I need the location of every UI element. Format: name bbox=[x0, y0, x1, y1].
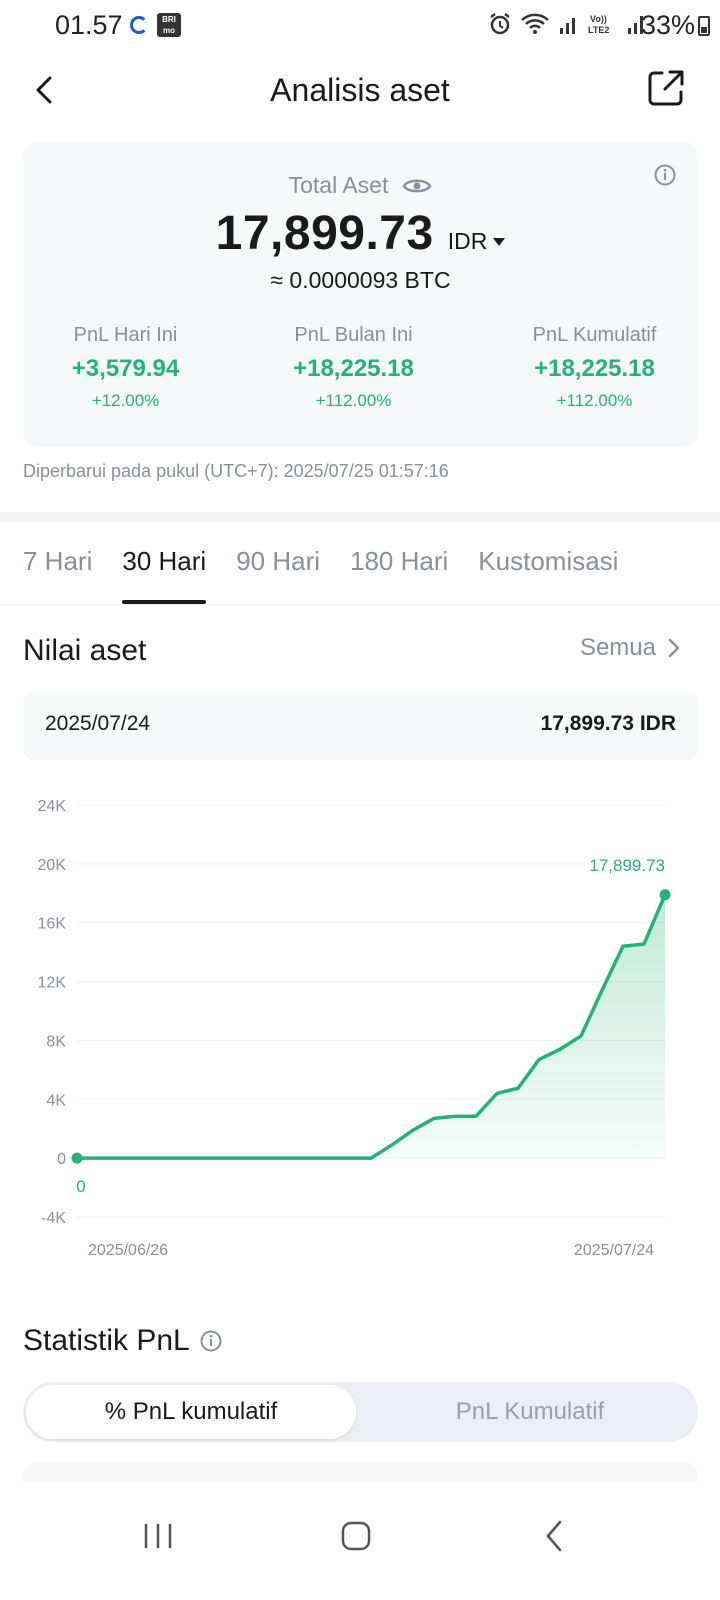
tab-30-days[interactable]: 30 Hari bbox=[122, 540, 206, 604]
chevron-left-icon bbox=[36, 76, 52, 104]
total-asset-label-row: Total Aset bbox=[23, 172, 698, 199]
status-time: 01.57 bbox=[55, 10, 123, 40]
selected-date: 2025/07/24 bbox=[45, 712, 151, 735]
asset-summary-card: Total Aset 17,899.73 IDR ≈ 0.0000093 BTC… bbox=[23, 142, 698, 447]
home-button[interactable] bbox=[326, 1506, 386, 1566]
signal-icon bbox=[560, 18, 575, 34]
tab-180-days[interactable]: 180 Hari bbox=[350, 546, 449, 576]
lte2-icon: Vo))LTE2 bbox=[588, 14, 609, 35]
selected-point-box: 2025/07/24 17,899.73 IDR bbox=[23, 692, 698, 760]
y-tick-label: -4K bbox=[41, 1210, 66, 1227]
pnl-stats-title: Statistik PnL bbox=[23, 1324, 190, 1357]
svg-text:Vo)): Vo)) bbox=[590, 14, 607, 24]
back-button[interactable] bbox=[22, 68, 66, 112]
pnl-today-label: PnL Hari Ini bbox=[73, 324, 178, 346]
period-tabs: 7 Hari 30 Hari 90 Hari 180 Hari Kustomis… bbox=[23, 540, 618, 604]
series-line bbox=[77, 894, 667, 1160]
alarm-icon bbox=[490, 13, 510, 35]
currency-label: IDR bbox=[447, 228, 488, 254]
page-title: Analisis aset bbox=[270, 72, 450, 108]
section-divider bbox=[0, 512, 720, 522]
btc-equivalent: ≈ 0.0000093 BTC bbox=[270, 267, 451, 293]
currency-dropdown[interactable]: IDR bbox=[448, 228, 506, 255]
total-value-row: 17,899.73 IDR bbox=[23, 206, 698, 261]
brimo-app-icon: BRI mo bbox=[157, 13, 181, 37]
pnl-today-value: +3,579.94 bbox=[71, 355, 180, 382]
status-icons: Vo)) LTE2 bbox=[488, 12, 648, 36]
tabs-underline bbox=[0, 604, 720, 605]
wifi-icon bbox=[521, 13, 549, 34]
battery-percent: 33% bbox=[640, 10, 695, 40]
start-value-label: 0 bbox=[76, 1177, 85, 1196]
asset-value-title: Nilai aset bbox=[23, 634, 147, 667]
start-point bbox=[71, 1152, 83, 1164]
tab-90-days[interactable]: 90 Hari bbox=[236, 546, 321, 576]
external-share-icon bbox=[648, 70, 684, 106]
sync-app-icon bbox=[130, 16, 148, 34]
nav-back-button[interactable] bbox=[524, 1506, 584, 1566]
home-icon bbox=[341, 1521, 371, 1551]
recent-apps-button[interactable] bbox=[128, 1506, 188, 1566]
see-all-link[interactable]: Semua bbox=[580, 634, 680, 662]
total-asset-label: Total Aset bbox=[288, 172, 389, 198]
x-tick-label: 2025/07/24 bbox=[574, 1242, 654, 1259]
end-value-label: 17,899.73 bbox=[589, 856, 665, 875]
y-tick-label: 0 bbox=[57, 1151, 66, 1168]
back-arrow-icon bbox=[546, 1520, 562, 1552]
pnl-chart-card bbox=[23, 1462, 698, 1482]
info-icon[interactable] bbox=[654, 164, 676, 186]
recent-apps-icon bbox=[144, 1524, 172, 1548]
chart-svg: 24K 20K 16K 12K 8K 4K 0 -4K 0 17,899.73 2025/06/26… bbox=[38, 798, 671, 1259]
status-bar: 01.57 BRI mo Vo)) LTE2 33% bbox=[0, 0, 720, 52]
pnl-cumulative-value: +18,225.18 bbox=[534, 355, 655, 382]
tab-custom[interactable]: Kustomisasi bbox=[478, 546, 619, 576]
chevron-right-icon bbox=[668, 638, 680, 658]
updated-timestamp: Diperbarui pada pukul (UTC+7): 2025/07/2… bbox=[23, 461, 449, 481]
info-icon[interactable] bbox=[200, 1330, 222, 1352]
app-header: Analisis aset bbox=[0, 60, 720, 120]
share-button[interactable] bbox=[646, 68, 690, 112]
pnl-month-label: PnL Bulan Ini bbox=[294, 324, 413, 346]
system-nav-bar bbox=[0, 1484, 720, 1600]
y-tick-label: 4K bbox=[46, 1092, 66, 1109]
asset-value-chart[interactable]: 24K 20K 16K 12K 8K 4K 0 -4K 0 17,899.73 2025/06/26… bbox=[0, 780, 720, 1280]
total-asset-value: 17,899.73 bbox=[215, 207, 434, 260]
y-tick-label: 20K bbox=[38, 857, 67, 874]
pnl-mode-toggle: % PnL kumulatif PnL Kumulatif bbox=[23, 1382, 698, 1442]
end-point bbox=[659, 889, 671, 901]
see-all-label: Semua bbox=[579, 634, 656, 661]
pnl-cumulative: PnL Kumulatif +18,225.18 +112.00% bbox=[482, 324, 707, 411]
y-tick-label: 12K bbox=[38, 975, 67, 992]
signal-2-icon bbox=[628, 16, 643, 34]
y-tick-label: 24K bbox=[38, 798, 67, 815]
pnl-cumulative-percent: +112.00% bbox=[556, 391, 633, 410]
pnl-month-percent: +112.00% bbox=[315, 391, 392, 410]
pnl-stats-header: Statistik PnL bbox=[23, 1324, 222, 1358]
pnl-cumulative-label: PnL Kumulatif bbox=[532, 324, 657, 346]
option-cumulative-pnl[interactable]: PnL Kumulatif bbox=[455, 1398, 605, 1425]
caret-down-icon bbox=[493, 237, 506, 246]
pnl-today-percent: +12.00% bbox=[91, 391, 160, 410]
option-cumulative-percent[interactable]: % PnL kumulatif bbox=[26, 1385, 356, 1439]
battery-icon bbox=[698, 16, 710, 36]
tab-7-days[interactable]: 7 Hari bbox=[23, 546, 93, 576]
eye-icon[interactable] bbox=[402, 176, 432, 196]
selected-value: 17,899.73 IDR bbox=[540, 712, 676, 735]
svg-text:LTE2: LTE2 bbox=[588, 25, 609, 35]
series-area bbox=[77, 894, 665, 1159]
pnl-month-value: +18,225.18 bbox=[293, 355, 414, 382]
y-tick-label: 16K bbox=[38, 916, 67, 933]
y-tick-label: 8K bbox=[46, 1033, 66, 1050]
pnl-today: PnL Hari Ini +3,579.94 +12.00% bbox=[13, 324, 238, 411]
x-tick-label: 2025/06/26 bbox=[88, 1242, 168, 1259]
pnl-month: PnL Bulan Ini +18,225.18 +112.00% bbox=[241, 324, 466, 411]
